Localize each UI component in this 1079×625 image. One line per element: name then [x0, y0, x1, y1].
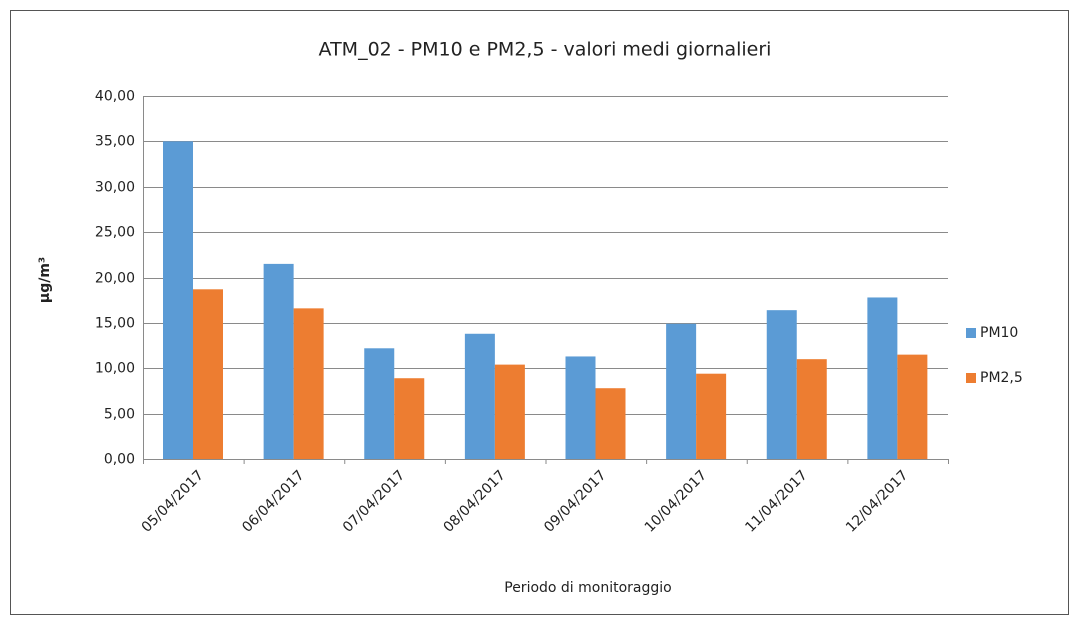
- chart-title: ATM_02 - PM10 e PM2,5 - valori medi gior…: [319, 39, 772, 61]
- y-tick-label: 25,00: [95, 225, 135, 241]
- x-axis-title: Periodo di monitoraggio: [504, 580, 671, 596]
- bar: [666, 323, 697, 459]
- y-tick-label: 35,00: [95, 134, 135, 150]
- y-tick-label: 15,00: [95, 316, 135, 332]
- bar: [796, 359, 827, 459]
- bar: [464, 333, 495, 459]
- legend-swatch: [966, 373, 976, 383]
- bar: [494, 364, 525, 459]
- bar: [293, 308, 324, 459]
- bar: [364, 348, 395, 459]
- bar: [193, 289, 223, 459]
- legend-label: PM2,5: [980, 370, 1023, 386]
- bar: [394, 378, 425, 459]
- y-axis-title: µg/m³: [37, 257, 53, 303]
- y-tick-label: 30,00: [95, 180, 135, 196]
- bar: [565, 356, 596, 459]
- bar: [766, 310, 797, 459]
- y-tick-label: 20,00: [95, 271, 135, 287]
- bar: [163, 141, 193, 459]
- bar: [696, 373, 727, 459]
- y-tick-label: 0,00: [104, 452, 135, 468]
- bar: [897, 354, 928, 459]
- bar: [595, 388, 626, 459]
- y-tick-label: 5,00: [104, 407, 135, 423]
- y-tick-label: 10,00: [95, 361, 135, 377]
- bar: [867, 297, 898, 459]
- y-tick-label: 40,00: [95, 89, 135, 105]
- legend-swatch: [966, 328, 976, 338]
- bar: [263, 263, 294, 459]
- legend-label: PM10: [980, 325, 1018, 341]
